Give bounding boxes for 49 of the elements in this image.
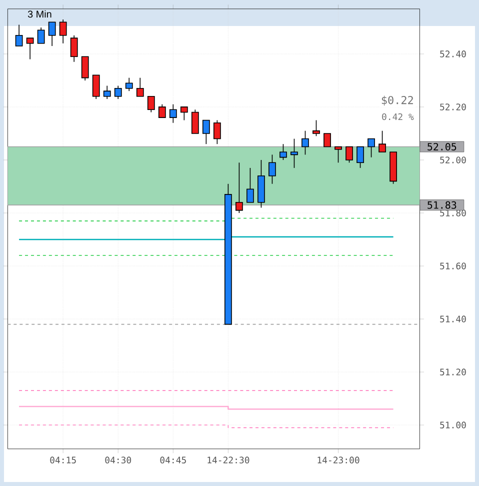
candlestick <box>324 133 331 148</box>
y-tick-label: 51.20 <box>440 368 466 376</box>
candlestick <box>37 27 45 44</box>
chart-title: 3 Min <box>28 10 52 18</box>
y-tick-label: 51.40 <box>440 316 466 322</box>
candlestick <box>312 120 320 137</box>
candlestick <box>191 109 199 134</box>
candlestick <box>346 146 353 164</box>
candlestick <box>147 96 155 113</box>
x-tick-label: 14-22:30 <box>208 456 250 464</box>
annotation: $0.22 <box>382 96 413 106</box>
ref-line-label: 52.05 <box>428 142 456 150</box>
candlestick <box>268 154 276 184</box>
candlestick <box>356 146 364 168</box>
candlestick <box>202 120 210 144</box>
candlestick <box>368 138 375 158</box>
candlestick <box>302 130 309 156</box>
candlestick <box>213 120 221 144</box>
candlestick <box>290 138 298 168</box>
candlestick <box>334 146 342 164</box>
candlestick <box>26 38 34 60</box>
candlestick <box>158 104 166 118</box>
candlestick <box>48 22 56 46</box>
annotation: 0.42 % <box>382 113 414 120</box>
x-tick-label: 04:15 <box>50 456 76 464</box>
x-tick-label: 04:30 <box>105 456 132 464</box>
candlestick <box>280 144 287 160</box>
x-tick-label: 14-23:00 <box>318 456 360 464</box>
candlestick <box>70 34 78 62</box>
y-tick-label: 52.40 <box>440 50 466 58</box>
candlestick <box>114 85 122 100</box>
candlestick <box>15 24 23 46</box>
candlestick <box>59 19 67 44</box>
x-tick-label: 04:45 <box>160 456 186 464</box>
candlestick <box>136 77 144 97</box>
candlestick <box>378 130 386 152</box>
candlestick <box>180 106 188 121</box>
y-tick-label: 52.00 <box>440 156 466 164</box>
candlestick <box>235 162 243 214</box>
ref-line-label: 51.83 <box>428 201 456 209</box>
candlestick <box>92 74 100 100</box>
candlestick <box>81 56 89 81</box>
candlestick <box>246 168 254 203</box>
candlestick <box>103 85 111 100</box>
y-tick-label: 51.60 <box>440 262 466 270</box>
candlestick <box>169 104 177 124</box>
candlestick <box>125 77 133 92</box>
y-tick-label: 51.00 <box>440 422 466 428</box>
y-tick-label: 52.20 <box>440 104 466 110</box>
